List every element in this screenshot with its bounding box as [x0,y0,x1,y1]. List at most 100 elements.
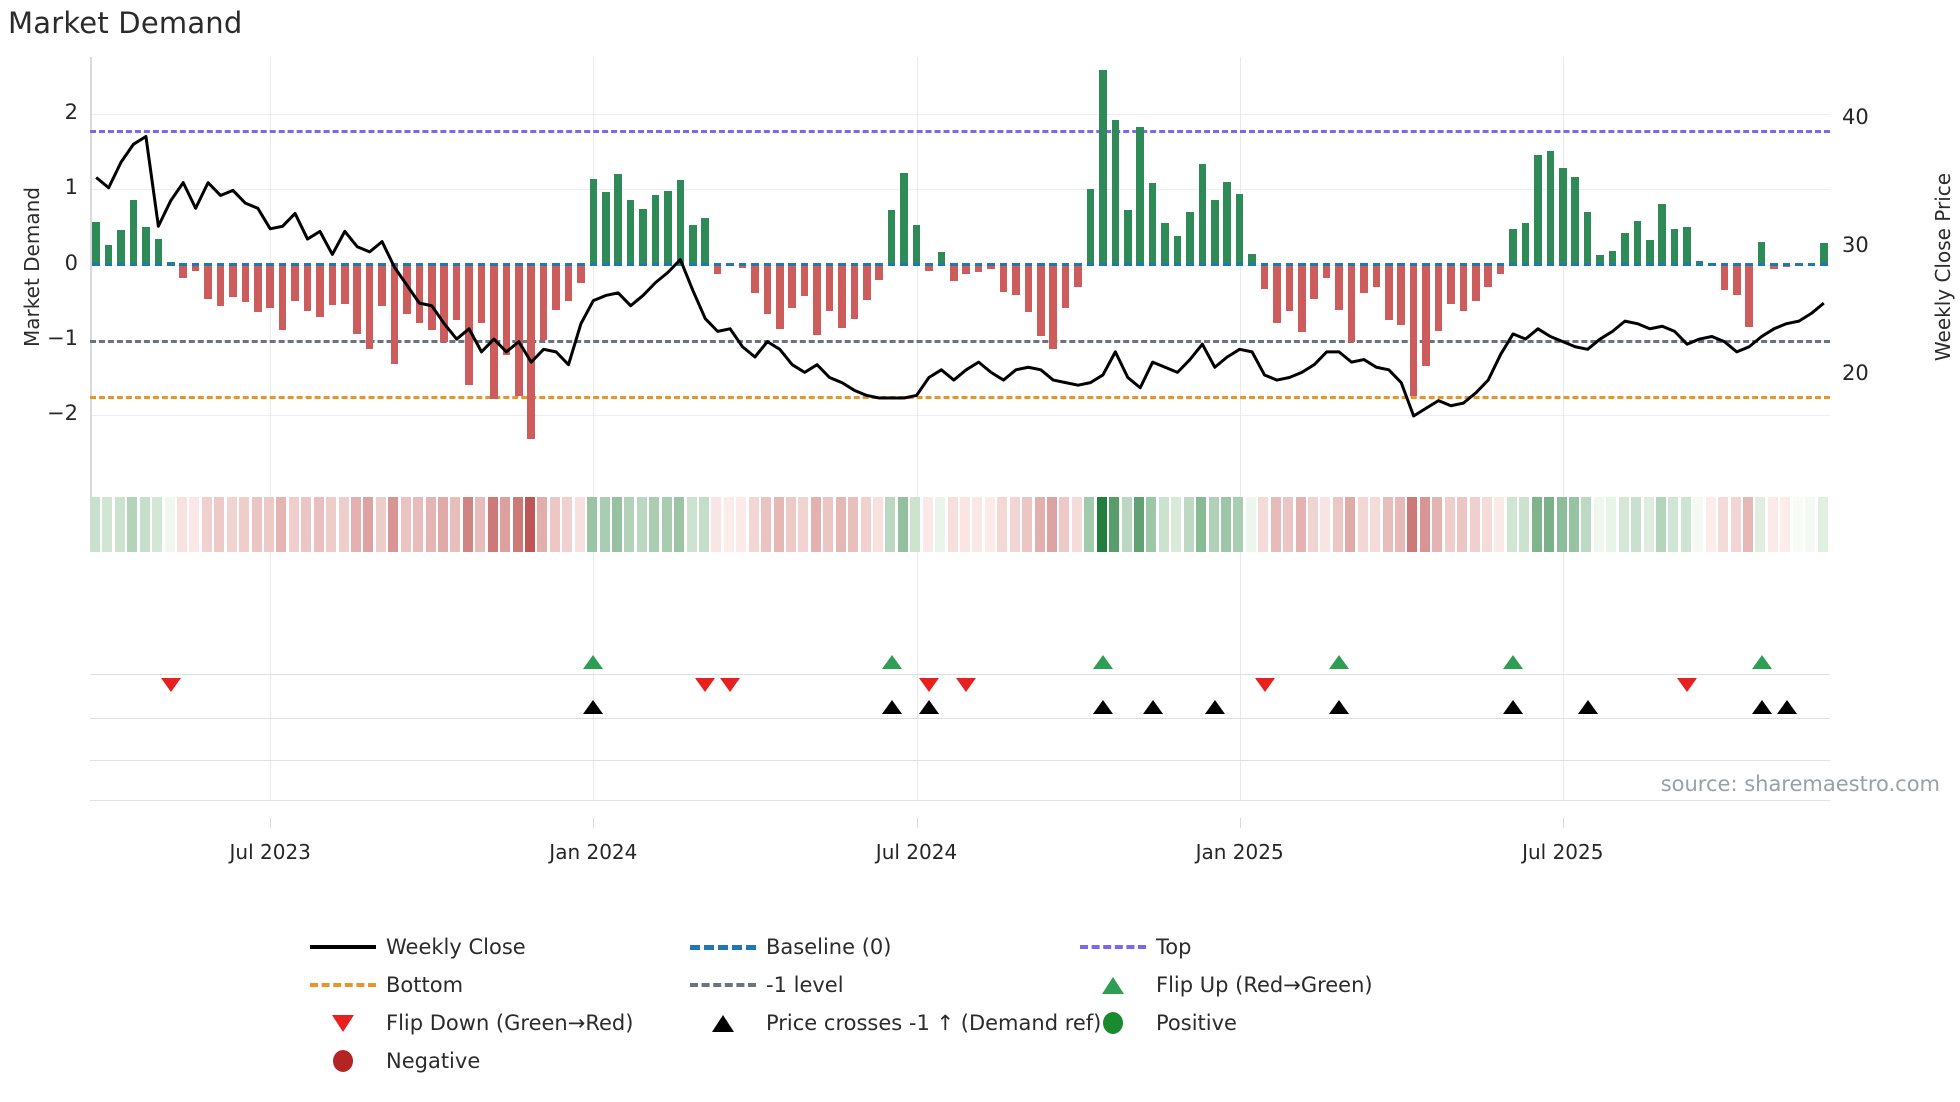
heatmap-cell [835,497,846,552]
baseline-zero-segment [415,263,424,267]
bar-positive [154,238,163,265]
bar-negative [465,264,473,386]
legend-item-flip-down[interactable]: Flip Down (Green→Red) [300,1004,680,1042]
heatmap-cell [413,497,424,552]
heatmap-cell [1755,497,1766,552]
baseline-zero-segment [1161,263,1169,267]
bar-positive [1571,177,1580,265]
bar-positive [117,229,125,265]
bar-negative [490,264,498,399]
baseline-zero-segment [1757,263,1766,267]
bar-negative [1335,264,1343,310]
legend-item-top[interactable]: Top [1070,928,1470,966]
baseline-zero-segment [1235,263,1244,267]
legend-item-bottom[interactable]: Bottom [300,966,680,1004]
bar-negative [229,264,237,297]
marker-flip-down [956,678,977,692]
heatmap-cell [922,497,933,552]
heatmap-cell [214,497,225,552]
bar-negative [1459,264,1468,312]
legend-label: Flip Down (Green→Red) [386,1011,634,1035]
heatmap-cell [1109,497,1120,552]
heatmap-cell [1593,497,1604,552]
baseline-zero-segment [1546,263,1555,267]
heatmap-cell [1656,497,1666,552]
bar-positive [1633,220,1642,265]
baseline-zero-segment [1670,263,1679,267]
baseline-zero-segment [1285,263,1294,267]
bar-negative [1484,264,1493,288]
baseline-zero-segment [303,263,312,267]
legend-item-minus-one-level[interactable]: -1 level [680,966,1070,1004]
heatmap-cell [1059,497,1070,552]
heatmap-cell [1308,497,1318,552]
baseline-zero-segment [999,263,1008,267]
heatmap-cell [1158,497,1169,552]
heatmap-cell [1693,497,1704,552]
heatmap-cell [674,497,685,552]
legend-item-positive[interactable]: Positive [1070,1004,1470,1042]
legend-item-flip-up[interactable]: Flip Up (Red→Green) [1070,966,1470,1004]
heatmap-cell [1730,497,1741,552]
bar-negative [763,264,772,315]
bar-negative [316,264,324,317]
baseline-zero-segment [514,263,523,267]
bar-positive [1645,240,1654,265]
bar-negative [241,264,250,303]
bar-negative [813,264,821,335]
gridline-horizontal [90,415,1830,417]
heatmap-cell [1071,497,1082,552]
heatmap-cell [1482,497,1492,552]
heatmap-cell [1407,497,1418,552]
source-attribution: source: sharemaestro.com [1660,772,1940,796]
heatmap-cell [388,497,399,552]
baseline-zero-segment [142,263,150,267]
heatmap-cell [152,497,163,552]
bar-negative [788,264,797,309]
baseline-zero-segment [1248,263,1256,267]
marker-price-cross-minus-one [1142,700,1163,714]
bar-negative [1360,264,1368,294]
circle-icon [300,1050,386,1072]
baseline-zero-segment [1384,263,1393,267]
marker-flip-down [720,678,741,692]
bar-negative [1036,264,1045,337]
legend-item-weekly-close[interactable]: Weekly Close [300,928,680,966]
baseline-zero-segment [900,263,908,267]
triangle-up-icon [1070,976,1156,994]
y-axis-right-tick-label: 20 [1842,360,1869,385]
bar-negative [862,264,871,301]
bar-negative [365,264,374,350]
marker-price-cross-minus-one [1577,700,1598,714]
bar-positive [92,222,101,265]
baseline-zero-segment [1683,263,1691,267]
heatmap-cell [102,497,113,552]
baseline-zero-segment [1099,263,1107,267]
x-axis-tick-mark [270,818,272,828]
baseline-zero-segment [1720,263,1729,267]
heatmap-cell [562,497,573,552]
bar-negative [204,264,212,299]
baseline-zero-segment [1732,263,1741,267]
heatmap-cell [1581,497,1592,552]
baseline-zero-segment [1596,263,1604,267]
baseline-zero-segment [1372,263,1381,267]
legend-item-negative[interactable]: Negative [300,1042,680,1080]
legend-item-price-cross[interactable]: Price crosses -1 ↑ (Demand ref) [680,1004,1101,1042]
baseline-zero-segment [1770,263,1778,267]
bar-positive [1173,235,1182,265]
heatmap-cell [1519,497,1530,552]
baseline-zero-segment [154,263,163,267]
baseline-zero-segment [403,263,411,267]
legend-label: Flip Up (Red→Green) [1156,973,1373,997]
reference-line-minus-one [90,340,1830,344]
marker-price-cross-minus-one [881,700,902,714]
bar-negative [278,264,287,331]
legend-item-baseline[interactable]: Baseline (0) [680,928,1070,966]
bar-positive [1546,151,1555,265]
heatmap-cell [1606,497,1617,552]
marker-price-cross-minus-one [583,700,604,714]
heatmap-cell [1270,497,1281,552]
bar-positive [651,195,660,265]
baseline-zero-segment [813,263,821,267]
